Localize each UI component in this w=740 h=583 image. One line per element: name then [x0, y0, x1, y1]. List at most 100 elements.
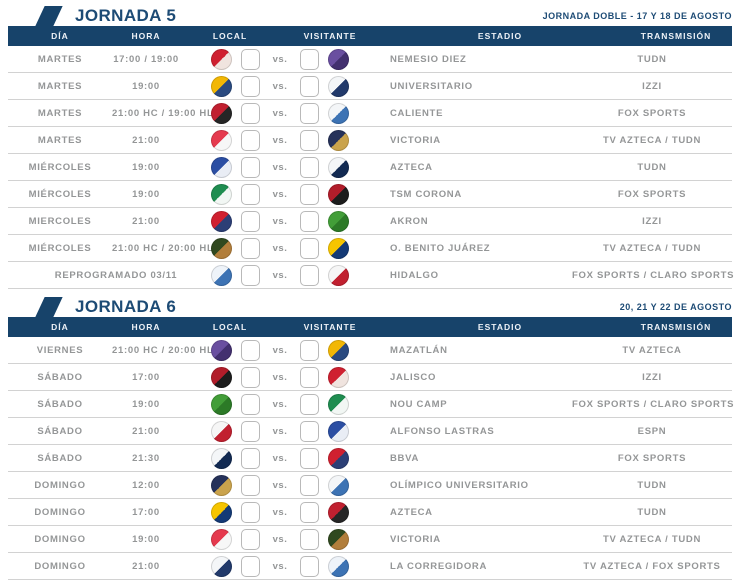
match-row: DOMINGO 12:00 vs. OLÍMPICO UNIVERSITARIO…: [8, 472, 732, 499]
match-time: 19:00: [132, 533, 160, 545]
match-cluster: vs.: [180, 501, 380, 523]
stadium-name: VICTORIA: [390, 134, 441, 146]
match-day: DOMINGO: [34, 506, 86, 518]
team-logo-monterrey: [328, 156, 350, 178]
stadium-name: CALIENTE: [390, 107, 444, 119]
match-row: MARTES 21:00 vs. VICTORIA TV AZTECA / TU…: [8, 127, 732, 154]
stadium-name: AKRON: [390, 215, 429, 227]
broadcast-channels: TUDN: [637, 161, 667, 173]
score-box-visitante: [300, 366, 320, 388]
team-logo-chivas: [328, 447, 350, 469]
vs-label: vs.: [272, 371, 288, 383]
broadcast-channels: FOX SPORTS / CLARO SPORTS: [572, 398, 735, 410]
team-logo-leon: [210, 393, 232, 415]
score-box-visitante: [300, 393, 320, 415]
team-logo-queretaro: [328, 75, 350, 97]
match-row: DOMINGO 21:00 vs. LA CORREGIDORA TV AZTE…: [8, 553, 732, 580]
team-logo-leon: [328, 210, 350, 232]
score-box-local: [240, 210, 260, 232]
vs-label: vs.: [272, 269, 288, 281]
match-row: SÁBADO 19:00 vs. NOU CAMP FOX SPORTS / C…: [8, 391, 735, 418]
match-cluster: vs.: [180, 183, 380, 205]
match-time: 17:00: [132, 506, 160, 518]
match-time: 21:00: [132, 560, 160, 572]
column-header-dia: DÍA: [51, 322, 69, 332]
team-logo-atlas: [328, 183, 350, 205]
match-cluster: vs.: [180, 339, 380, 361]
vs-label: vs.: [272, 560, 288, 572]
match-day: SÁBADO: [37, 452, 83, 464]
team-logo-tijuana: [210, 102, 232, 124]
broadcast-channels: TV AZTECA / TUDN: [602, 242, 702, 254]
team-logo-mazatlan: [210, 339, 232, 361]
stadium-name: HIDALGO: [390, 269, 439, 281]
score-box-local: [240, 528, 260, 550]
column-header-transmision: TRANSMISIÓN: [640, 31, 712, 41]
match-day: DOMINGO: [34, 479, 86, 491]
score-box-visitante: [300, 528, 320, 550]
match-time: 21:30: [132, 452, 160, 464]
jornada-title: JORNADA 5: [75, 5, 177, 25]
broadcast-channels: TUDN: [637, 479, 667, 491]
score-box-visitante: [300, 75, 320, 97]
broadcast-channels: FOX SPORTS: [617, 188, 687, 200]
team-logo-pachuca: [210, 264, 232, 286]
team-logo-sanluis: [210, 420, 232, 442]
match-row: MIÉRCOLES 19:00 vs. TSM CORONA FOX SPORT…: [8, 181, 732, 208]
vs-label: vs.: [272, 215, 288, 227]
broadcast-channels: TV AZTECA: [622, 344, 682, 356]
score-box-visitante: [300, 447, 320, 469]
score-box-local: [240, 129, 260, 151]
match-cluster: vs.: [180, 264, 380, 286]
score-box-visitante: [300, 48, 320, 70]
match-row: MIERCOLES 21:00 vs. AKRON IZZI: [8, 208, 732, 235]
broadcast-channels: IZZI: [642, 371, 662, 383]
jornada-6-title-row: JORNADA 6 20, 21 Y 22 DE AGOSTO: [8, 296, 732, 317]
vs-label: vs.: [272, 107, 288, 119]
match-cluster: vs.: [180, 474, 380, 496]
column-header-local: LOCAL: [212, 322, 248, 332]
match-day: SÁBADO: [37, 371, 83, 383]
match-time: 21:00 HC / 19:00 HL: [112, 107, 214, 119]
match-day: SÁBADO: [37, 425, 83, 437]
team-logo-chivas: [210, 210, 232, 232]
match-cluster: vs.: [180, 75, 380, 97]
team-logo-pachuca: [328, 555, 350, 577]
match-row: SÁBADO 21:30 vs. BBVA FOX SPORTS: [8, 445, 732, 472]
team-logo-puebla: [328, 102, 350, 124]
match-time: 21:00 HC / 20:00 HL: [112, 344, 214, 356]
jornada-5-rows: MARTES 17:00 / 19:00 vs. NEMESIO DIEZ TU…: [8, 46, 735, 289]
team-logo-cruzazul: [328, 420, 350, 442]
column-header-hora: HORA: [131, 31, 161, 41]
score-box-local: [240, 102, 260, 124]
team-logo-tigres: [210, 75, 232, 97]
broadcast-channels: TV AZTECA / TUDN: [602, 134, 702, 146]
match-row: DOMINGO 17:00 vs. AZTECA TUDN: [8, 499, 732, 526]
broadcast-channels: IZZI: [642, 80, 662, 92]
match-day: MIÉRCOLES: [28, 161, 92, 173]
match-row: MARTES 17:00 / 19:00 vs. NEMESIO DIEZ TU…: [8, 46, 732, 73]
match-day: MARTES: [37, 107, 83, 119]
match-cluster: vs.: [180, 420, 380, 442]
team-logo-pumas: [210, 474, 232, 496]
broadcast-channels: FOX SPORTS / CLARO SPORTS: [572, 269, 735, 281]
jornada-slash-icon: [35, 5, 63, 26]
stadium-name: OLÍMPICO UNIVERSITARIO: [390, 479, 529, 491]
match-cluster: vs.: [180, 210, 380, 232]
team-logo-santos: [210, 183, 232, 205]
vs-label: vs.: [272, 344, 288, 356]
stadium-name: NOU CAMP: [390, 398, 448, 410]
match-time: 21:00: [132, 215, 160, 227]
match-day: VIERNES: [36, 344, 84, 356]
match-cluster: vs.: [180, 237, 380, 259]
column-header-visitante: VISITANTE: [303, 31, 357, 41]
match-row: SÁBADO 21:00 vs. ALFONSO LASTRAS ESPN: [8, 418, 732, 445]
match-time: 21:00 HC / 20:00 HL: [112, 242, 214, 254]
score-box-local: [240, 183, 260, 205]
vs-label: vs.: [272, 80, 288, 92]
vs-label: vs.: [272, 425, 288, 437]
column-header-dia: DÍA: [51, 31, 69, 41]
match-cluster: vs.: [180, 555, 380, 577]
stadium-name: AZTECA: [390, 161, 433, 173]
match-row: MIÉRCOLES 21:00 HC / 20:00 HL vs. O. BEN…: [8, 235, 732, 262]
